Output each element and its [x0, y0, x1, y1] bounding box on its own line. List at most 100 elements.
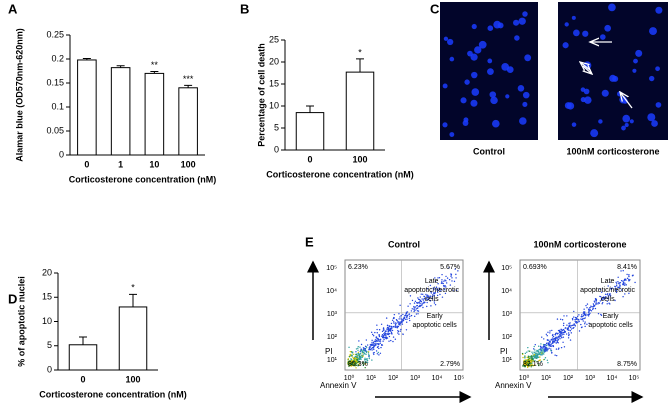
- event-dot: [552, 345, 555, 348]
- event-dot: [543, 351, 546, 353]
- event-dot: [542, 347, 544, 349]
- event-dot: [362, 362, 364, 364]
- event-dot: [378, 340, 381, 342]
- nucleus: [584, 96, 592, 104]
- event-dot: [439, 293, 441, 296]
- event-dot: [536, 357, 538, 359]
- event-dot: [614, 288, 616, 290]
- event-dot: [615, 289, 617, 292]
- event-dot: [365, 346, 368, 349]
- event-dot: [539, 353, 541, 355]
- event-dot: [595, 300, 597, 302]
- x-tick-label: 10⁴: [607, 375, 618, 382]
- quadrant-percent: 6.23%: [348, 264, 368, 271]
- event-dot: [451, 277, 453, 279]
- event-dot: [378, 347, 380, 350]
- error-bar: [356, 58, 364, 73]
- nucleus: [522, 91, 530, 99]
- annotation: Early apoptotic cells: [412, 313, 457, 329]
- event-dot: [414, 315, 416, 318]
- event-dot: [537, 350, 539, 352]
- quadrant-percent: 8.75%: [617, 361, 637, 368]
- event-dot: [454, 268, 456, 270]
- event-dot: [357, 359, 359, 361]
- event-dot: [347, 361, 350, 363]
- event-dot: [399, 304, 401, 306]
- event-dot: [364, 366, 366, 369]
- event-dot: [392, 340, 394, 343]
- event-dot: [415, 308, 417, 310]
- event-dot: [586, 307, 588, 309]
- event-dot: [385, 334, 387, 337]
- event-dot: [455, 289, 458, 291]
- event-dot: [397, 332, 399, 334]
- event-dot: [387, 330, 390, 333]
- event-dot: [372, 352, 375, 354]
- event-dot: [575, 318, 578, 321]
- event-dot: [586, 303, 589, 305]
- event-dot: [359, 352, 362, 354]
- event-dot: [364, 363, 367, 365]
- event-dot: [606, 303, 608, 305]
- y-tick-label: 10³: [327, 311, 338, 318]
- event-dot: [436, 289, 438, 291]
- event-dot: [396, 326, 398, 328]
- event-dot: [531, 358, 534, 361]
- event-dot: [450, 275, 452, 277]
- bar: [345, 71, 375, 151]
- event-dot: [413, 305, 415, 308]
- x-tick-label: 10²: [388, 375, 399, 382]
- event-dot: [590, 310, 593, 312]
- event-dot: [547, 331, 549, 333]
- nucleus: [612, 75, 619, 82]
- event-dot: [386, 324, 389, 327]
- event-dot: [533, 355, 536, 357]
- event-dot: [366, 357, 368, 360]
- event-dot: [402, 333, 404, 336]
- event-dot: [538, 364, 540, 367]
- event-dot: [414, 309, 416, 312]
- event-dot: [568, 333, 570, 336]
- event-dot: [624, 282, 626, 285]
- event-dot: [427, 296, 429, 298]
- event-dot: [373, 340, 375, 342]
- event-dot: [399, 322, 402, 324]
- nucleus: [470, 99, 478, 107]
- event-dot: [549, 345, 552, 347]
- event-dot: [453, 280, 456, 283]
- event-dot: [370, 343, 373, 346]
- event-dot: [426, 299, 429, 301]
- event-dot: [592, 306, 594, 308]
- event-dot: [524, 362, 526, 364]
- event-dot: [378, 335, 381, 338]
- event-dot: [413, 307, 416, 309]
- event-dot: [381, 334, 384, 336]
- event-dot: [557, 329, 560, 332]
- event-dot: [422, 306, 424, 309]
- nucleus: [573, 29, 580, 37]
- event-dot: [364, 362, 366, 364]
- event-dot: [624, 278, 627, 280]
- error-bar: [82, 58, 91, 60]
- event-dot: [432, 287, 434, 289]
- nucleus: [470, 53, 478, 61]
- event-dot: [561, 333, 564, 335]
- event-dot: [619, 284, 621, 286]
- event-dot: [359, 350, 361, 353]
- event-dot: [607, 295, 609, 297]
- event-dot: [588, 313, 590, 316]
- event-dot: [550, 348, 552, 350]
- quadrant-percent: 0.693%: [523, 264, 547, 271]
- event-dot: [350, 358, 353, 361]
- event-dot: [561, 334, 563, 336]
- event-dot: [432, 292, 435, 294]
- event-dot: [355, 360, 357, 362]
- event-dot: [589, 312, 591, 314]
- event-dot: [527, 366, 529, 369]
- event-dot: [584, 321, 586, 323]
- y-tick-label: 10⁴: [501, 288, 512, 295]
- event-dot: [595, 303, 597, 305]
- event-dot: [442, 282, 444, 285]
- event-dot: [572, 324, 574, 326]
- event-dot: [381, 330, 384, 333]
